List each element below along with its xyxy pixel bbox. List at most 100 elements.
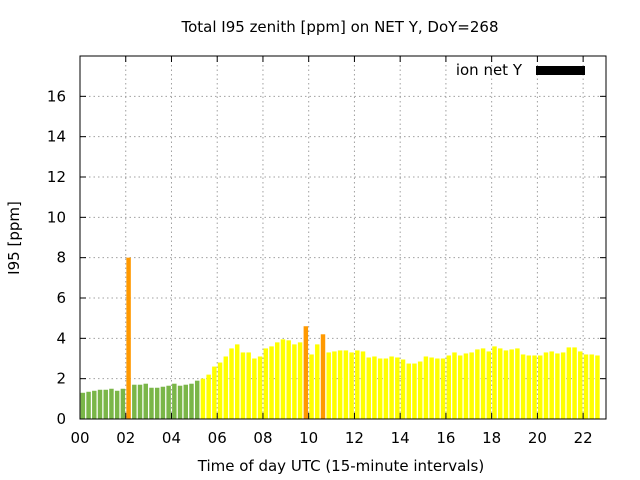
bar (555, 353, 560, 419)
legend-label: ion net Y (456, 61, 523, 79)
bar (206, 374, 211, 419)
bar (589, 354, 594, 419)
bar (543, 352, 549, 419)
y-tick-label: 0 (56, 410, 66, 428)
y-tick-label: 8 (56, 249, 66, 267)
y-axis-label: I95 [ppm] (5, 201, 23, 275)
bar (423, 356, 429, 419)
bar (252, 358, 257, 419)
bar (583, 354, 589, 419)
bar (355, 350, 360, 419)
x-tick-label: 18 (482, 429, 501, 447)
x-tick-label: 16 (436, 429, 455, 447)
bar (223, 356, 229, 419)
x-tick-label: 00 (70, 429, 89, 447)
bar (475, 349, 480, 419)
bar (337, 350, 343, 419)
bar (166, 385, 171, 419)
bar (360, 351, 366, 419)
plot-frame (79, 55, 607, 420)
bar (114, 390, 120, 419)
x-tick-label: 08 (253, 429, 272, 447)
bar (263, 348, 269, 419)
bar (126, 257, 131, 419)
bar (320, 334, 326, 419)
bar (497, 348, 503, 419)
bar (595, 355, 600, 419)
bar (435, 358, 440, 419)
bar (212, 366, 217, 419)
bar (297, 342, 303, 419)
bar (172, 383, 177, 419)
bar (349, 352, 354, 419)
bar (269, 346, 274, 419)
legend-swatch (536, 66, 585, 75)
bar (469, 352, 474, 419)
y-tick-label: 16 (47, 87, 66, 105)
bar (189, 383, 194, 419)
bar (486, 351, 492, 419)
bar (246, 352, 251, 419)
y-tick-label: 4 (56, 329, 66, 347)
bar (229, 348, 234, 419)
bar (177, 385, 183, 419)
bar (200, 378, 206, 419)
x-tick-label: 20 (528, 429, 547, 447)
bar (572, 347, 577, 419)
y-tick-label: 6 (56, 289, 66, 307)
bar (389, 356, 394, 419)
bar (457, 355, 463, 419)
bar (429, 357, 434, 419)
bar (280, 339, 286, 419)
bar (109, 388, 114, 419)
bar (234, 344, 240, 419)
y-tick-label: 12 (47, 168, 66, 186)
bar (217, 362, 223, 419)
bar (183, 384, 189, 419)
bar (315, 344, 320, 419)
bars (80, 257, 600, 419)
bar (80, 392, 86, 419)
x-tick-label: 14 (391, 429, 410, 447)
grid (80, 56, 606, 419)
bar (560, 352, 566, 419)
bar (538, 355, 543, 419)
legend: ion net Y (456, 61, 585, 79)
bar (366, 357, 371, 419)
bar (549, 351, 554, 419)
bar (532, 355, 537, 419)
x-tick-label: 10 (299, 429, 318, 447)
bar (412, 363, 417, 419)
bar (194, 380, 200, 419)
bar (400, 359, 406, 419)
bar (452, 352, 457, 419)
bar (326, 352, 331, 419)
bar (137, 384, 143, 419)
bar (154, 387, 160, 419)
bar (86, 391, 91, 419)
x-axis-label: Time of day UTC (15-minute intervals) (197, 457, 484, 475)
x-tick-label: 22 (574, 429, 593, 447)
bar (292, 344, 297, 419)
bar (143, 383, 148, 419)
bar (132, 384, 137, 419)
bar (406, 363, 411, 419)
bar (446, 355, 452, 419)
bar (149, 387, 154, 419)
bar (515, 348, 520, 419)
bar (303, 326, 309, 419)
bar (92, 390, 97, 419)
bar (440, 358, 446, 419)
bar (332, 351, 337, 419)
bar (160, 386, 166, 419)
bar (103, 389, 108, 419)
bar (520, 354, 526, 419)
x-tick-label: 04 (162, 429, 181, 447)
bar (372, 356, 377, 419)
bar (286, 340, 291, 419)
bar (120, 388, 126, 419)
chart-title: Total I95 zenith [ppm] on NET Y, DoY=268 (180, 18, 498, 36)
y-tick-label: 10 (47, 208, 66, 226)
